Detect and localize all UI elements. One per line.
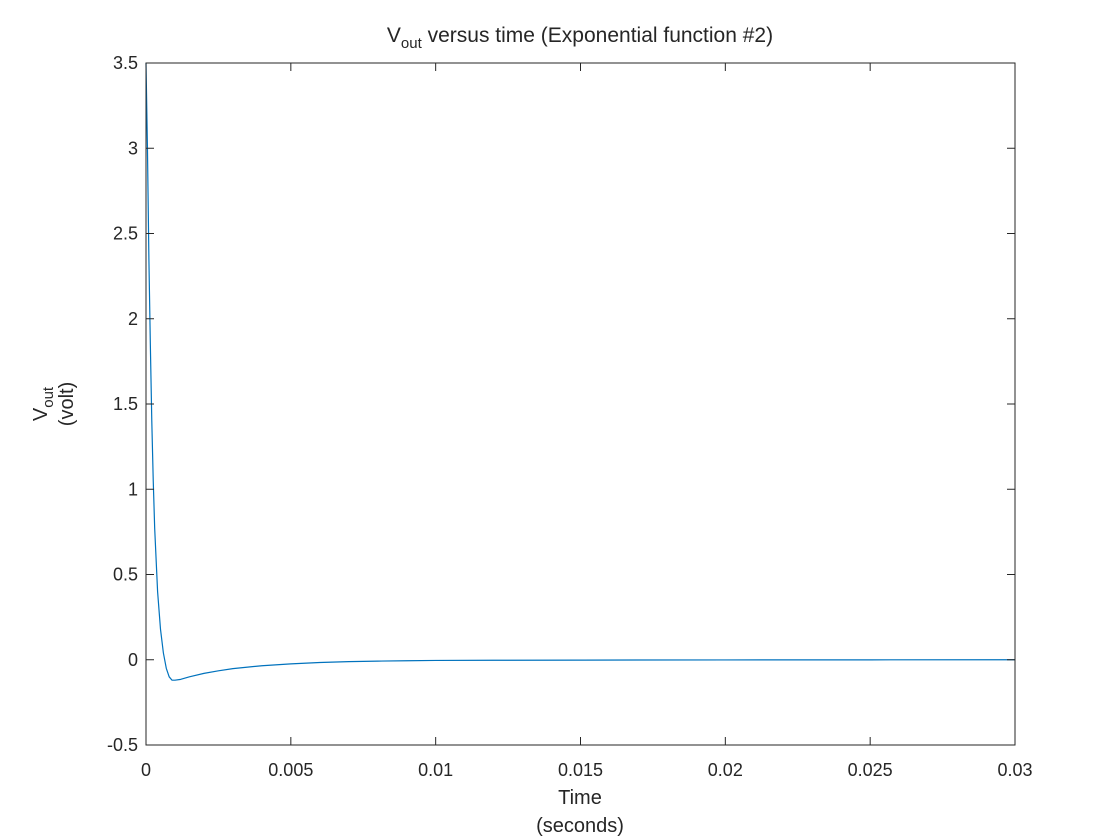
x-axis-label-line1: Time xyxy=(558,787,602,809)
y-tick-label: 0.5 xyxy=(113,565,138,585)
x-tick-label: 0.01 xyxy=(418,760,453,780)
y-tick-label: 3.5 xyxy=(113,53,138,73)
y-axis-label-main: V xyxy=(30,407,52,421)
y-tick-label: -0.5 xyxy=(107,735,138,755)
y-tick-label: 1.5 xyxy=(113,394,138,414)
y-tick-label: 2.5 xyxy=(113,224,138,244)
x-tick-label: 0.03 xyxy=(997,760,1032,780)
chart-title-subscript: out xyxy=(401,35,423,52)
y-tick-label: 3 xyxy=(128,138,138,158)
x-tick-label: 0.015 xyxy=(558,760,603,780)
y-tick-label: 0 xyxy=(128,650,138,670)
x-tick-label: 0.02 xyxy=(708,760,743,780)
chart-title-main: V xyxy=(387,24,401,47)
y-tick-label: 2 xyxy=(128,309,138,329)
plot-area xyxy=(146,63,1015,745)
x-tick-label: 0.005 xyxy=(268,760,313,780)
y-tick-label: 1 xyxy=(128,479,138,499)
x-tick-label: 0 xyxy=(141,760,151,780)
series-line xyxy=(145,62,1016,681)
x-axis-ticks: 0 0.005 0.01 0.015 0.02 0.025 0.03 xyxy=(141,63,1033,780)
y-axis-label-subscript: out xyxy=(40,386,57,408)
y-axis-label-line2: (volt) xyxy=(56,382,78,426)
chart-title-rest: versus time (Exponential function #2) xyxy=(422,24,773,47)
axes-box xyxy=(145,62,1016,746)
chart-title: Vout versus time (Exponential function #… xyxy=(387,24,773,52)
y-axis-label: Vout (volt) xyxy=(30,382,78,426)
plot-lines xyxy=(145,62,1016,681)
y-axis-ticks: -0.5 0 0.5 1 1.5 2 2.5 3 3.5 xyxy=(107,53,1015,755)
y-axis-label-line1: Vout xyxy=(30,386,57,421)
x-tick-label: 0.025 xyxy=(848,760,893,780)
x-axis-label-line2: (seconds) xyxy=(536,815,624,837)
